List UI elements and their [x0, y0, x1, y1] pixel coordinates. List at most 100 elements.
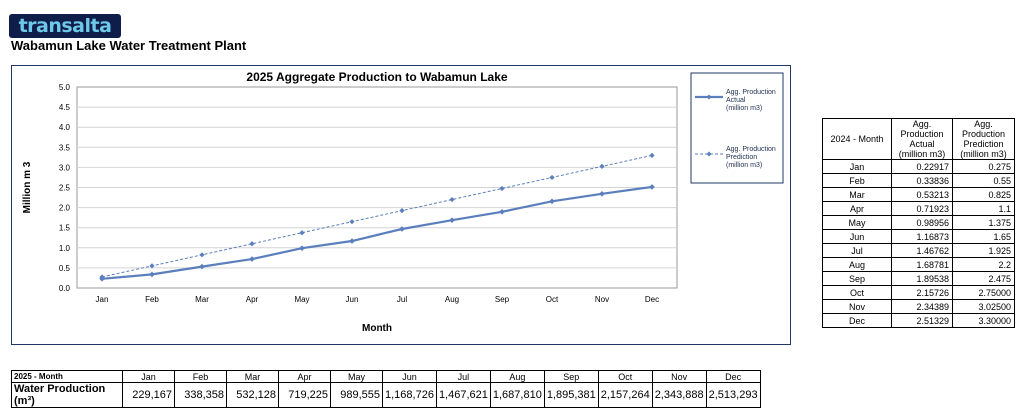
side-table-cell-month: Nov — [822, 299, 892, 314]
y-tick-label: 4.5 — [59, 103, 71, 112]
bottom-table-row-label: Water Production (m³) — [11, 382, 123, 408]
y-tick-label: 1.0 — [59, 244, 71, 253]
side-table-body: Jan 0.22917 0.275 Feb 0.33836 0.55 Mar 0.53213 0… — [822, 159, 1015, 328]
data-point-actual — [299, 245, 305, 252]
data-point-actual — [599, 190, 605, 197]
bottom-table-month: Jun — [382, 370, 437, 383]
side-table-row: May 0.98956 1.375 — [822, 215, 1015, 230]
side-table-cell-prediction: 2.475 — [952, 271, 1015, 286]
bottom-table-value: 2,513,293 — [705, 382, 761, 408]
side-table-row: Apr 0.71923 1.1 — [822, 201, 1015, 216]
data-point-prediction — [599, 163, 605, 169]
side-table-cell-actual: 0.33836 — [891, 173, 953, 188]
data-point-prediction — [549, 174, 555, 181]
transalta-logo: transalta — [9, 14, 121, 38]
data-point-actual — [249, 256, 255, 262]
side-table-cell-actual: 2.51329 — [891, 313, 953, 328]
x-tick-label: Sep — [495, 295, 510, 304]
side-table-header-month: 2024 - Month — [822, 118, 892, 160]
bottom-table-month: Nov — [651, 370, 707, 383]
side-header-prediction-line-1: Agg. Production — [961, 119, 1006, 139]
bottom-table-month: May — [330, 370, 383, 383]
y-tick-label: 0.5 — [59, 264, 71, 273]
y-tick-label: 2.0 — [59, 204, 71, 213]
side-header-actual-line-3: (million m3) — [898, 149, 946, 159]
legend-label: (million m3) — [726, 105, 762, 112]
data-point-prediction — [449, 196, 455, 203]
page-title: Wabamun Lake Water Treatment Plant — [11, 38, 247, 53]
bottom-table-value: 989,555 — [330, 382, 383, 408]
y-tick-label: 3.0 — [59, 163, 71, 172]
side-table-cell-actual: 2.34389 — [891, 299, 953, 314]
side-table-cell-month: Apr — [822, 201, 892, 216]
bottom-table-header-row: 2025 - Month Jan Feb Mar Apr May Jun Jul Aug Sep… — [11, 370, 761, 383]
x-tick-label: May — [294, 295, 309, 304]
bottom-table-header-label: 2025 - Month — [11, 370, 123, 383]
y-axis-label: Million m 3 — [22, 161, 33, 213]
x-tick-label: Apr — [246, 295, 259, 304]
x-tick-label: Jul — [397, 295, 407, 304]
side-table-cell-month: Dec — [822, 313, 892, 328]
bottom-table-value: 1,168,726 — [382, 382, 437, 408]
side-table-header-prediction: Agg. Production Prediction (million m3) — [952, 118, 1015, 160]
bottom-table-values-row: Water Production (m³) 229,167 338,358 532,… — [11, 382, 761, 408]
side-table-row: Oct 2.15726 2.75000 — [822, 285, 1015, 300]
y-tick-label: 2.5 — [59, 184, 71, 193]
x-tick-label: Nov — [595, 295, 609, 304]
legend-marker — [706, 94, 712, 100]
data-point-prediction — [299, 230, 305, 236]
y-tick-label: 5.0 — [59, 83, 71, 92]
bottom-table-month: Feb — [174, 370, 227, 383]
legend-box — [690, 72, 784, 184]
side-table-row: Sep 1.89538 2.475 — [822, 271, 1015, 286]
side-table-cell-prediction: 0.275 — [952, 159, 1015, 174]
bottom-table-month: Jul — [435, 370, 491, 383]
data-point-actual — [199, 263, 205, 270]
data-point-prediction — [349, 219, 355, 225]
x-tick-label: Mar — [195, 295, 209, 304]
side-table: 2024 - Month Agg. Production Actual (mil… — [822, 118, 1015, 328]
side-table-cell-prediction: 0.55 — [952, 173, 1015, 188]
side-table-cell-month: Feb — [822, 173, 892, 188]
side-table-cell-prediction: 2.2 — [952, 257, 1015, 272]
bottom-table-month: Apr — [278, 370, 331, 383]
side-table-cell-month: May — [822, 215, 892, 230]
chart-frame: 0.0 0.5 1.0 1.5 2.0 2.5 3.0 3.5 4.0 4.5 5.0 Jan Feb M… — [11, 65, 791, 345]
bottom-table-value: 719,225 — [278, 382, 331, 408]
side-table-cell-month: Sep — [822, 271, 892, 286]
y-tick-label: 4.0 — [59, 123, 71, 132]
x-tick-label: Jun — [346, 295, 359, 304]
side-table-row: Feb 0.33836 0.55 — [822, 173, 1015, 188]
series-line-prediction — [101, 154, 653, 278]
side-table-row: Mar 0.53213 0.825 — [822, 187, 1015, 202]
side-table-row: Jul 1.46762 1.925 — [822, 243, 1015, 258]
legend-label: Prediction — [726, 154, 757, 161]
data-point-actual — [499, 209, 505, 215]
side-table-cell-prediction: 1.65 — [952, 229, 1015, 244]
data-point-actual — [649, 184, 655, 190]
x-tick-label: Oct — [546, 295, 559, 304]
bottom-table-month: Aug — [489, 370, 545, 383]
y-tick-label: 0.0 — [59, 284, 71, 293]
bottom-table-value: 532,128 — [226, 382, 279, 408]
side-table-cell-month: Mar — [822, 187, 892, 202]
chart-title: 2025 Aggregate Production to Wabamun Lak… — [246, 70, 507, 84]
side-header-prediction-line-3: (million m3) — [960, 149, 1007, 159]
data-point-prediction — [249, 241, 255, 247]
side-table-cell-prediction: 1.1 — [952, 201, 1015, 216]
data-point-actual — [449, 217, 455, 223]
side-table-cell-prediction: 0.825 — [952, 187, 1015, 202]
bottom-table-value: 1,467,621 — [435, 382, 491, 408]
side-table-row: Aug 1.68781 2.2 — [822, 257, 1015, 272]
side-header-actual-line-2: Actual — [909, 139, 935, 149]
side-table-cell-month: Jul — [822, 243, 892, 258]
side-table-row: Dec 2.51329 3.30000 — [822, 313, 1015, 328]
data-point-actual — [399, 226, 405, 232]
data-point-prediction — [99, 274, 105, 280]
bottom-table-value: 338,358 — [174, 382, 227, 408]
bottom-table-month: Jan — [122, 370, 175, 383]
bottom-table-value: 1,687,810 — [489, 382, 545, 408]
bottom-table-month: Sep — [543, 370, 599, 383]
side-table-cell-actual: 0.98956 — [891, 215, 953, 230]
data-point-actual — [549, 198, 555, 205]
